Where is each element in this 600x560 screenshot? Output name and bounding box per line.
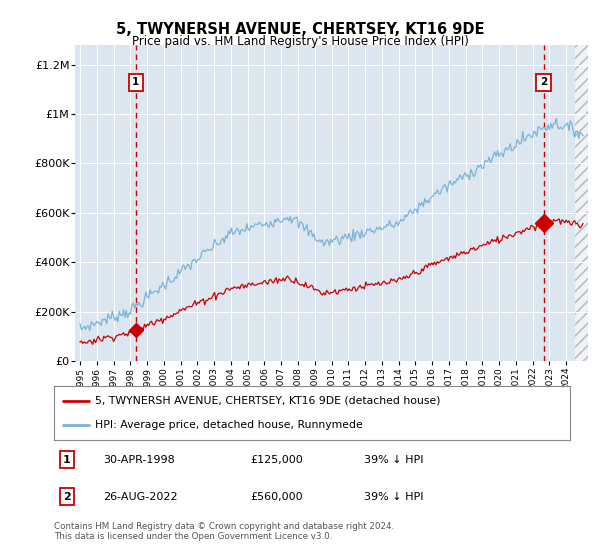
Text: HPI: Average price, detached house, Runnymede: HPI: Average price, detached house, Runn… — [95, 420, 363, 430]
Text: 39% ↓ HPI: 39% ↓ HPI — [364, 492, 423, 502]
Text: £560,000: £560,000 — [250, 492, 303, 502]
Bar — [575, 45, 596, 361]
Text: 2: 2 — [63, 492, 71, 502]
Text: 5, TWYNERSH AVENUE, CHERTSEY, KT16 9DE: 5, TWYNERSH AVENUE, CHERTSEY, KT16 9DE — [116, 22, 484, 38]
Text: 26-AUG-2022: 26-AUG-2022 — [103, 492, 178, 502]
Text: £125,000: £125,000 — [250, 455, 303, 465]
Text: 1: 1 — [63, 455, 71, 465]
Text: 1: 1 — [132, 77, 139, 87]
Text: 39% ↓ HPI: 39% ↓ HPI — [364, 455, 423, 465]
Text: 30-APR-1998: 30-APR-1998 — [103, 455, 175, 465]
Text: Contains HM Land Registry data © Crown copyright and database right 2024.
This d: Contains HM Land Registry data © Crown c… — [54, 522, 394, 542]
Text: Price paid vs. HM Land Registry's House Price Index (HPI): Price paid vs. HM Land Registry's House … — [131, 35, 469, 48]
Text: 5, TWYNERSH AVENUE, CHERTSEY, KT16 9DE (detached house): 5, TWYNERSH AVENUE, CHERTSEY, KT16 9DE (… — [95, 396, 441, 406]
Text: 2: 2 — [540, 77, 547, 87]
Bar — [575, 45, 596, 361]
